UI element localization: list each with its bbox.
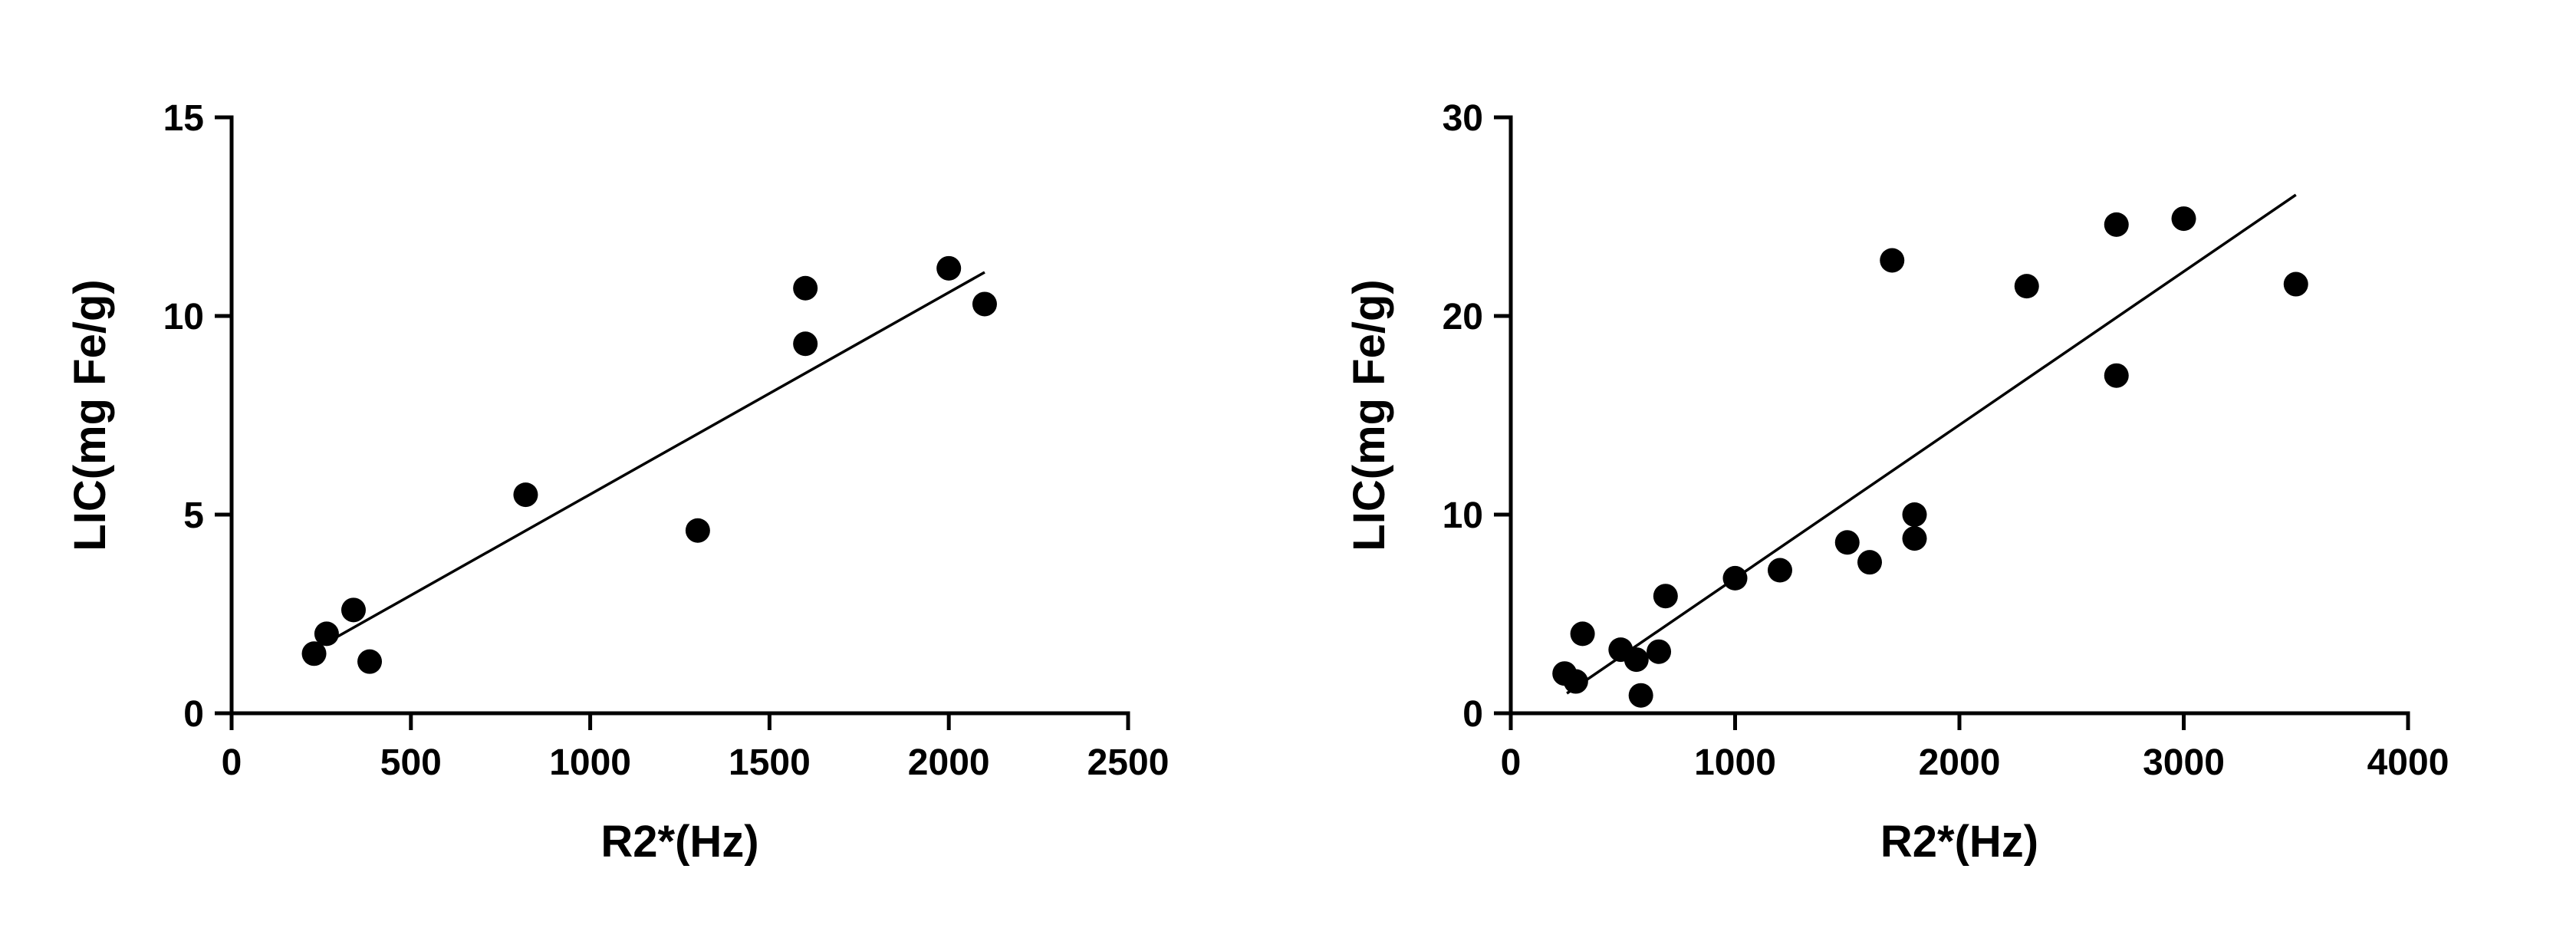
data-point bbox=[936, 255, 962, 281]
y-tick-label: 10 bbox=[1443, 495, 1483, 536]
x-tick-label: 2500 bbox=[1087, 742, 1170, 783]
y-tick-label: 0 bbox=[1462, 694, 1483, 735]
y-tick-label: 10 bbox=[163, 297, 204, 337]
chart-panel-left: 0 500 1000 1500 2000 2500 0 5 10 15 R2*(Hz) LIC(mg … bbox=[65, 98, 1169, 867]
y-tick-label: 15 bbox=[163, 98, 204, 139]
regression-line bbox=[324, 271, 985, 645]
data-point bbox=[1570, 621, 1595, 647]
x-tick-label: 1500 bbox=[729, 742, 811, 783]
x-tick-label: 0 bbox=[1501, 742, 1522, 783]
x-tick-label: 1000 bbox=[1694, 742, 1776, 783]
x-axis-title: R2*(Hz) bbox=[1880, 817, 2038, 867]
y-axis-title: LIC(mg Fe/g) bbox=[1344, 279, 1394, 551]
data-point bbox=[2171, 206, 2196, 232]
data-point bbox=[2104, 212, 2129, 237]
data-point bbox=[341, 597, 366, 623]
y-tick-label: 5 bbox=[183, 495, 204, 536]
data-point bbox=[1653, 584, 1678, 609]
data-point bbox=[357, 649, 383, 674]
data-point bbox=[1628, 683, 1653, 708]
data-point bbox=[972, 291, 997, 317]
data-point bbox=[301, 641, 327, 666]
data-point bbox=[793, 275, 818, 301]
chart-panel-right: 0 1000 2000 3000 4000 0 10 20 30 R2*(Hz) LIC(mg Fe… bbox=[1344, 98, 2449, 867]
x-tick-label: 500 bbox=[380, 742, 442, 783]
data-point bbox=[1902, 526, 1927, 551]
data-point bbox=[1880, 248, 1905, 273]
data-point bbox=[1563, 669, 1588, 694]
regression-line bbox=[1566, 193, 2297, 695]
data-point bbox=[1902, 502, 1927, 527]
y-tick-label: 20 bbox=[1443, 297, 1483, 337]
data-point bbox=[1857, 550, 1882, 575]
x-tick-label: 1000 bbox=[549, 742, 631, 783]
data-point bbox=[685, 518, 710, 543]
y-tick-label: 0 bbox=[183, 694, 204, 735]
data-point bbox=[2283, 271, 2308, 297]
y-tick-label: 30 bbox=[1443, 98, 1483, 139]
y-axis-title: LIC(mg Fe/g) bbox=[65, 279, 115, 551]
data-point bbox=[1834, 530, 1860, 555]
x-tick-label: 0 bbox=[222, 742, 242, 783]
data-point bbox=[513, 482, 538, 508]
data-point bbox=[1722, 565, 1748, 591]
x-tick-label: 4000 bbox=[2367, 742, 2449, 783]
x-tick-label: 2000 bbox=[908, 742, 990, 783]
data-point bbox=[1647, 639, 1672, 664]
data-point bbox=[793, 331, 818, 357]
data-point bbox=[1768, 558, 1792, 583]
data-point bbox=[2014, 274, 2039, 299]
x-tick-label: 2000 bbox=[1919, 742, 2001, 783]
x-tick-label: 3000 bbox=[2143, 742, 2225, 783]
data-point bbox=[2104, 363, 2129, 388]
data-point bbox=[314, 621, 339, 647]
x-axis-title: R2*(Hz) bbox=[600, 817, 758, 867]
data-point bbox=[1624, 647, 1649, 673]
